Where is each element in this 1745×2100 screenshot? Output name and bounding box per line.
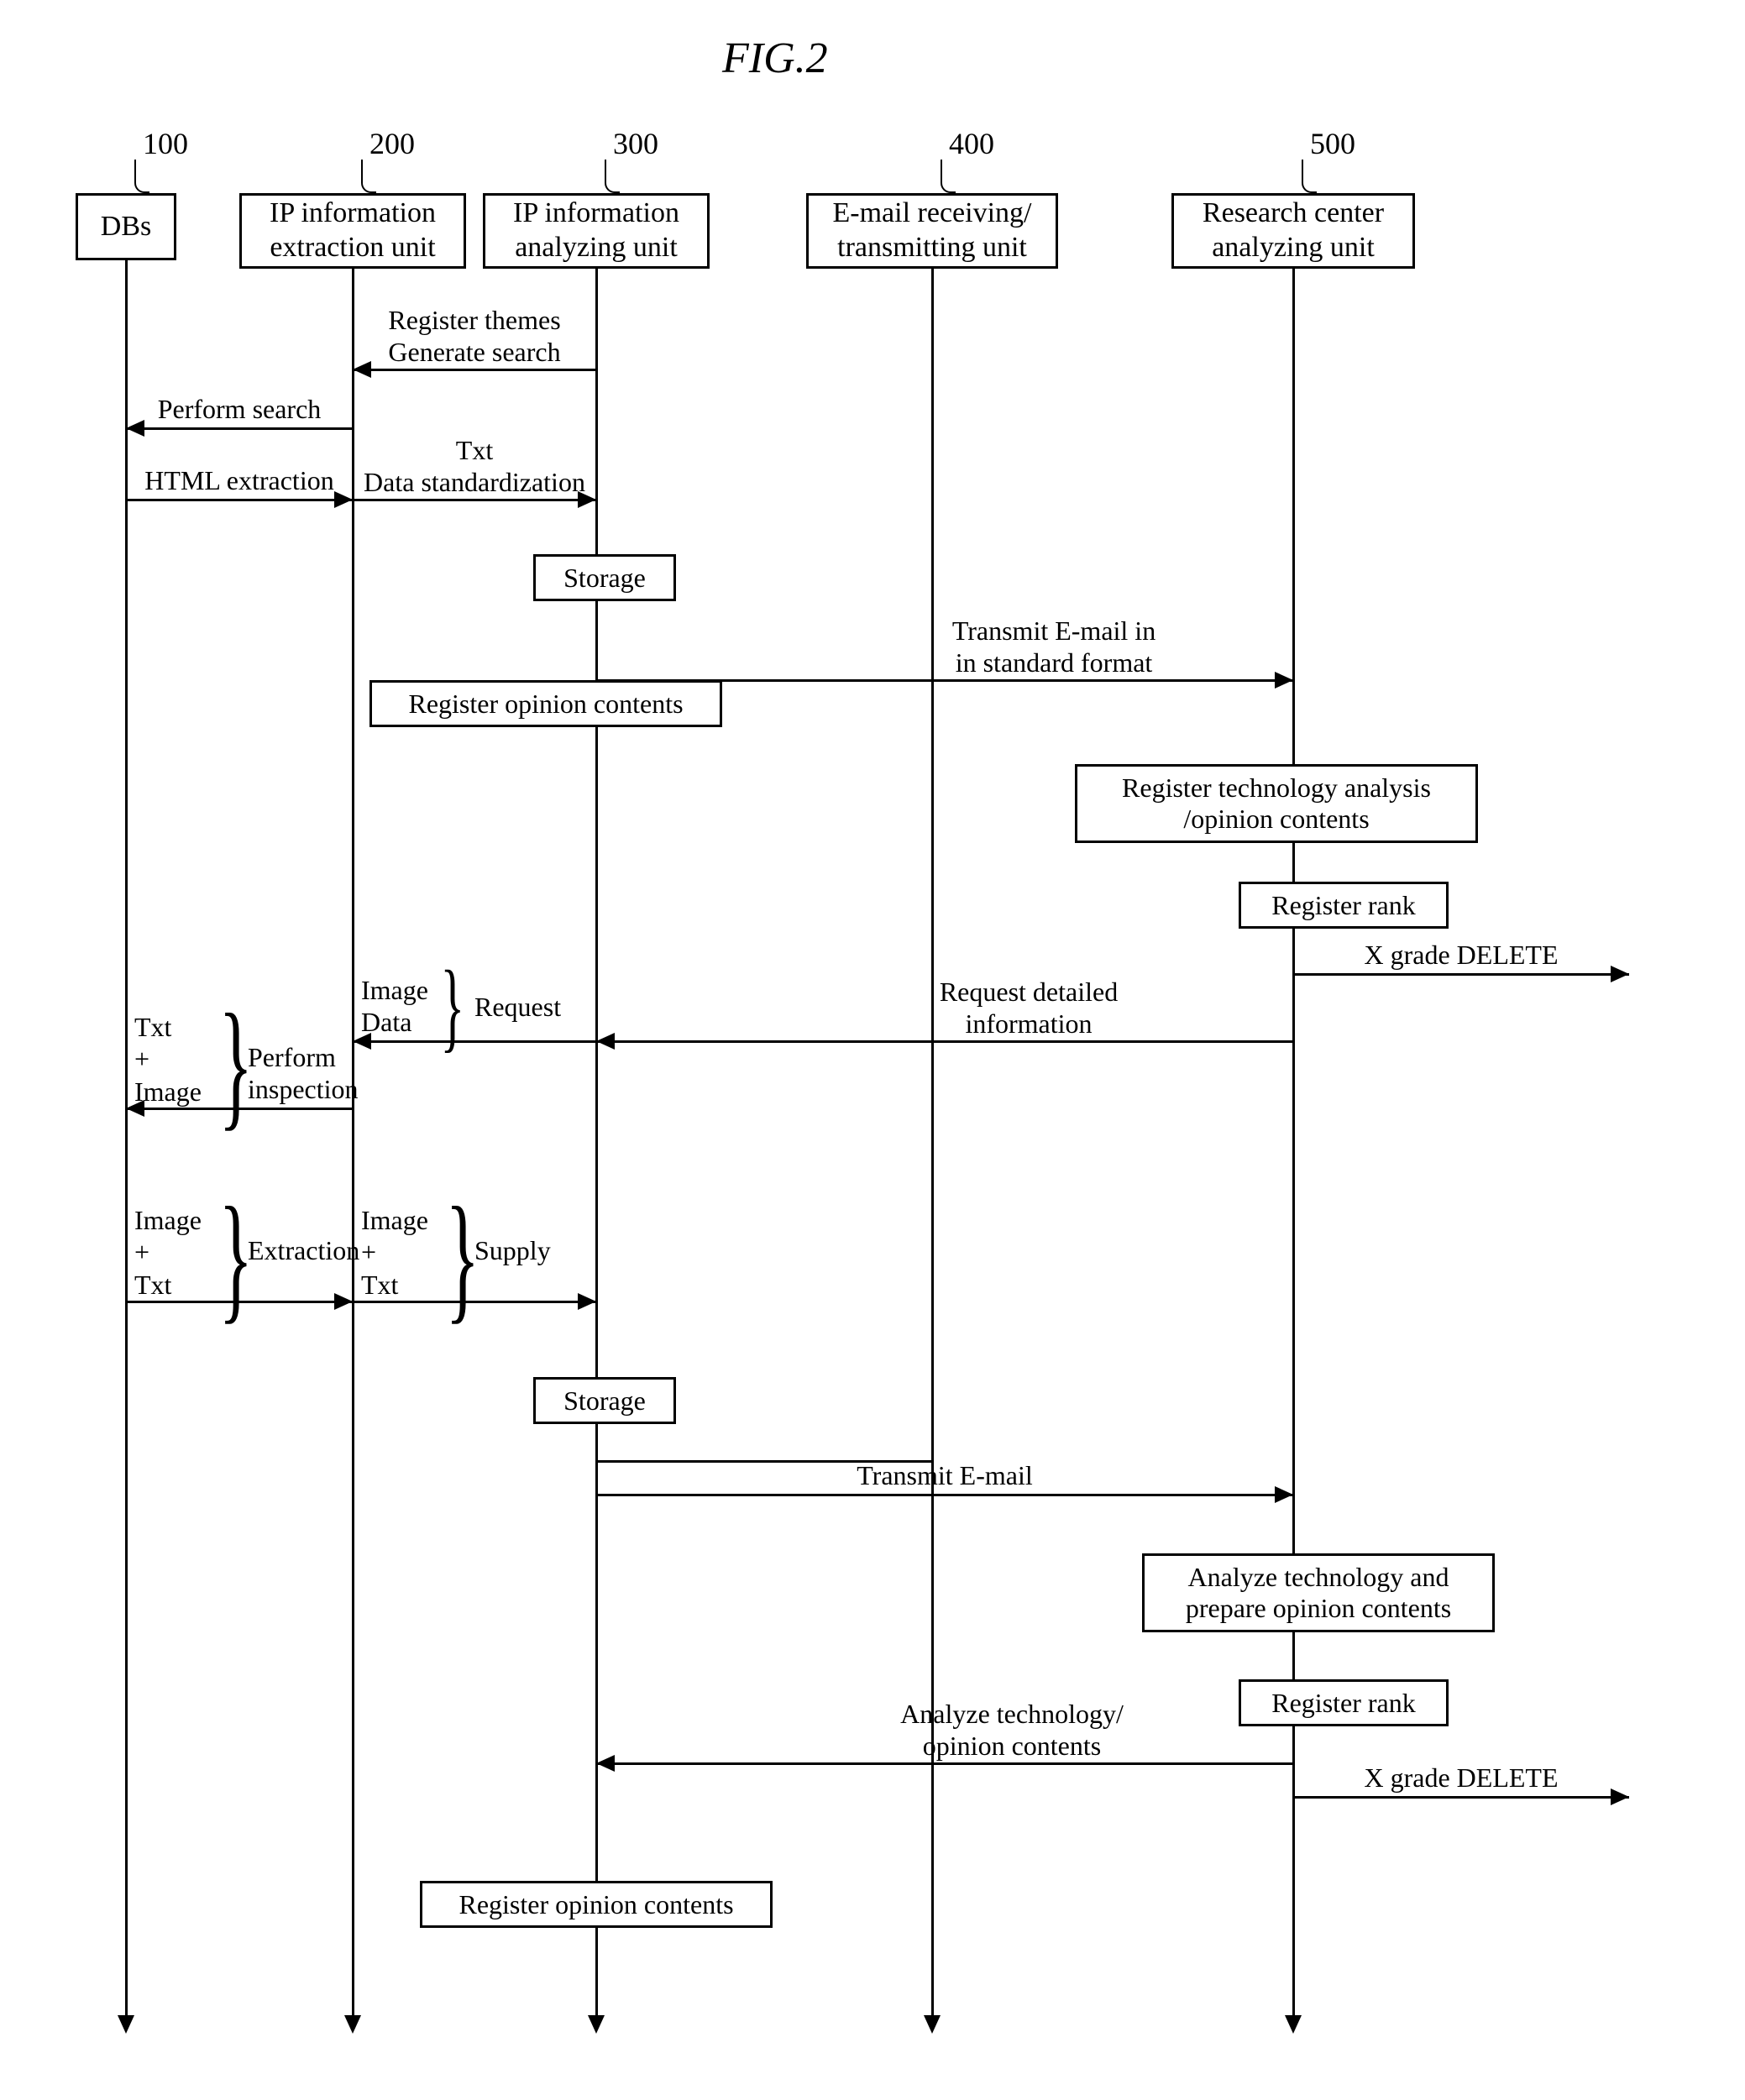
lifeline-analyze (595, 269, 598, 2015)
message-label: Image+Txt (361, 1204, 453, 1301)
participant-number: 500 (1310, 126, 1355, 161)
message-label: Transmit E-mail inin standard format (903, 615, 1205, 679)
action-box: Storage (533, 554, 676, 601)
arrow-6 (596, 679, 1293, 682)
action-box: Register technology analysis/opinion con… (1075, 764, 1478, 843)
arrow-1 (126, 427, 353, 430)
message-suffix: Request (474, 991, 561, 1023)
message-label: Image+Txt (134, 1204, 227, 1301)
arrow-0 (353, 369, 596, 371)
arrow-18 (596, 1762, 1293, 1765)
action-box: Register opinion contents (420, 1881, 773, 1928)
arrow-20 (1293, 1796, 1629, 1799)
action-box: Storage (533, 1377, 676, 1424)
arrow-9 (1293, 973, 1629, 976)
message-suffix: Performinspection (248, 1041, 359, 1106)
participant-extract: IP informationextraction unit (239, 193, 466, 269)
participant-number: 100 (143, 126, 188, 161)
lifeline-research (1292, 269, 1295, 2015)
arrow-11 (353, 1040, 596, 1043)
message-label: Perform search (88, 393, 390, 425)
message-suffix: Extraction (248, 1234, 359, 1266)
participant-number: 400 (949, 126, 994, 161)
arrow-3 (353, 499, 596, 501)
arrow-10 (596, 1040, 1293, 1043)
lifeline-dbs (125, 260, 128, 2015)
message-label: Register themesGenerate search (323, 304, 626, 369)
message-label: TxtData standardization (323, 434, 626, 499)
message-label: Transmit E-mail (794, 1459, 1096, 1491)
participant-analyze: IP informationanalyzing unit (483, 193, 710, 269)
action-box: Register opinion contents (369, 680, 722, 727)
action-box: Register rank (1239, 1679, 1449, 1726)
message-label: X grade DELETE (1310, 1762, 1612, 1794)
message-label: Analyze technology/opinion contents (861, 1698, 1163, 1762)
participant-email: E-mail receiving/transmitting unit (806, 193, 1058, 269)
participant-number: 300 (613, 126, 658, 161)
message-label: Request detailedinformation (878, 976, 1180, 1040)
participant-research: Research centeranalyzing unit (1171, 193, 1415, 269)
action-box: Analyze technology andprepare opinion co… (1142, 1553, 1495, 1632)
sequence-diagram: FIG.2 100 DBs 200 IP informationextraction u… (34, 34, 1713, 2066)
figure-title: FIG.2 (722, 34, 828, 83)
action-box: Register rank (1239, 882, 1449, 929)
arrow-16 (596, 1494, 1293, 1496)
message-label: Txt+Image (134, 1011, 227, 1108)
arrow-2 (126, 499, 353, 501)
participant-dbs: DBs (76, 193, 176, 260)
lifeline-extract (352, 269, 354, 2015)
participant-number: 200 (369, 126, 415, 161)
message-suffix: Supply (474, 1234, 551, 1266)
message-label: X grade DELETE (1310, 939, 1612, 971)
